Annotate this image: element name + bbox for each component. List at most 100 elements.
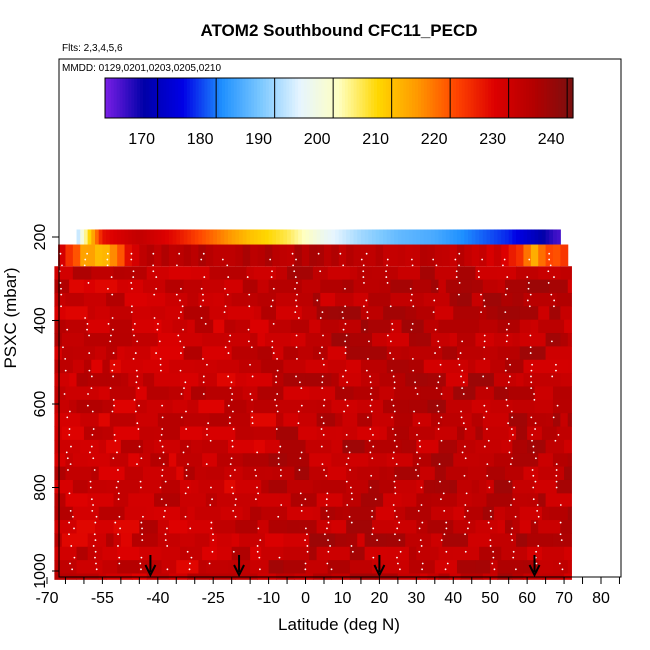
track-point xyxy=(70,545,73,547)
track-point xyxy=(483,305,486,308)
track-point xyxy=(235,498,237,501)
colorbar-segment xyxy=(324,78,328,118)
track-point xyxy=(162,451,165,454)
heatmap-cell xyxy=(464,426,476,441)
heatmap-cell xyxy=(202,453,218,468)
track-point xyxy=(130,252,133,255)
track-point xyxy=(508,375,511,378)
heatmap-cell xyxy=(349,266,358,281)
colorbar-segment xyxy=(119,78,124,118)
track-point xyxy=(485,410,488,413)
heatmap-cell xyxy=(482,346,499,361)
track-point xyxy=(532,451,535,454)
heatmap-cell xyxy=(383,493,403,508)
heatmap-cell xyxy=(541,546,565,561)
heatmap-cell xyxy=(143,279,166,294)
track-point xyxy=(164,539,167,542)
heatmap-cell xyxy=(309,319,321,334)
track-point xyxy=(437,381,440,384)
track-point xyxy=(224,346,227,349)
track-point xyxy=(132,328,134,331)
heatmap-cell xyxy=(106,439,122,454)
track-point xyxy=(509,363,511,366)
heatmap-cell xyxy=(567,333,572,347)
heatmap-cell xyxy=(416,373,428,387)
track-point xyxy=(161,428,164,430)
track-point xyxy=(455,276,458,278)
heatmap-cell xyxy=(342,439,366,454)
heatmap-cell xyxy=(124,244,133,267)
track-point xyxy=(437,410,440,413)
heatmap-cell xyxy=(287,479,314,494)
track-point xyxy=(59,282,62,284)
track-point xyxy=(434,328,437,331)
heatmap-cell xyxy=(179,533,196,548)
heatmap-cell xyxy=(390,292,414,307)
track-point xyxy=(256,550,259,553)
track-point xyxy=(393,387,396,390)
heatmap-cell xyxy=(54,359,74,374)
track-point xyxy=(276,393,279,395)
heatmap-cell xyxy=(327,229,332,245)
heatmap-cell xyxy=(202,229,207,245)
heatmap-cell xyxy=(431,279,439,294)
colorbar-segment xyxy=(163,78,168,118)
heatmap-cell xyxy=(264,533,284,548)
track-point xyxy=(477,270,480,273)
track-point xyxy=(555,474,558,477)
track-point xyxy=(322,334,324,337)
track-point xyxy=(162,463,165,466)
track-point xyxy=(114,439,117,442)
track-point xyxy=(458,363,461,366)
colorbar-segment xyxy=(456,78,460,118)
colorbar-segment xyxy=(169,78,173,118)
track-point xyxy=(109,340,112,343)
track-point xyxy=(69,562,71,565)
heatmap-cell xyxy=(453,386,476,401)
track-point xyxy=(530,369,533,372)
heatmap-cell xyxy=(368,229,373,245)
track-point xyxy=(411,358,414,360)
heatmap-cell xyxy=(298,413,318,428)
track-point xyxy=(372,433,374,436)
heatmap-cell xyxy=(527,439,547,454)
heatmap-cell xyxy=(464,229,469,245)
colorbar-segment xyxy=(312,78,317,118)
track-point xyxy=(327,539,329,542)
heatmap-cell xyxy=(301,399,318,414)
track-point xyxy=(83,264,86,267)
x-tick-label: 40 xyxy=(444,590,462,607)
track-point xyxy=(464,533,466,536)
x-tick-label: 70 xyxy=(555,590,573,607)
track-point xyxy=(412,369,415,372)
track-point xyxy=(370,398,373,401)
colorbar-segment xyxy=(224,78,229,118)
track-point xyxy=(246,276,249,278)
heatmap-cell xyxy=(305,359,329,374)
colorbar-segment xyxy=(198,78,203,118)
track-point xyxy=(140,457,143,460)
heatmap-cell xyxy=(231,546,251,561)
colorbar-tick-label: 200 xyxy=(304,131,331,148)
track-point xyxy=(90,387,93,390)
heatmap-cell xyxy=(379,479,395,494)
track-point xyxy=(294,276,297,278)
heatmap-cell xyxy=(54,426,63,441)
heatmap-cell xyxy=(91,359,103,374)
track-point xyxy=(557,433,560,436)
track-point xyxy=(276,358,278,360)
heatmap-cell xyxy=(157,413,185,428)
x-tick-label: 80 xyxy=(592,590,610,607)
heatmap-cell xyxy=(331,520,347,534)
heatmap-cell xyxy=(65,306,89,321)
colorbar-segment xyxy=(107,78,112,118)
heatmap-cell xyxy=(349,546,366,561)
heatmap-cell xyxy=(224,292,233,307)
track-point xyxy=(141,533,144,536)
heatmap-cell xyxy=(482,426,510,441)
heatmap-cell xyxy=(309,229,314,245)
heatmap-cell xyxy=(283,560,307,575)
heatmap-cell xyxy=(257,346,273,361)
heatmap-cell xyxy=(131,229,137,245)
heatmap-cell xyxy=(493,244,502,267)
